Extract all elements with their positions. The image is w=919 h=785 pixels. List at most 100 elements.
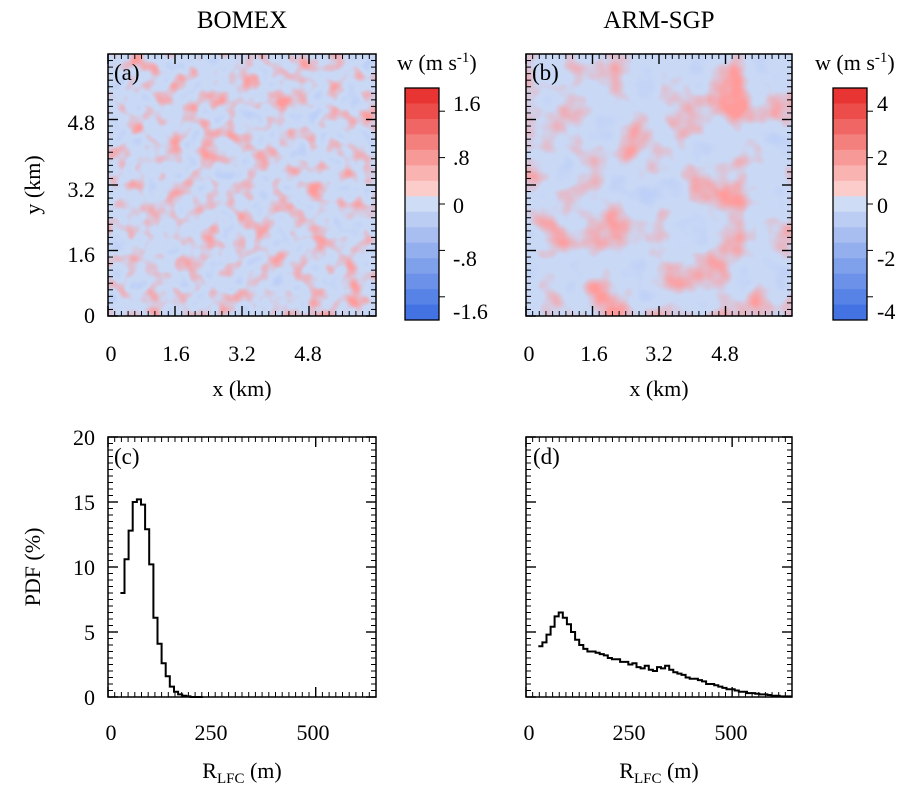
panel-d-xtick-label: 0 — [524, 720, 535, 745]
panel-b-xlabel: x (km) — [629, 376, 688, 401]
colorbar-a-tick-label: -1.6 — [453, 299, 488, 324]
heatmap-b-field — [526, 54, 792, 316]
colorbar-b-title-end: ) — [887, 50, 894, 75]
panel-d-xlabel-end: (m) — [661, 758, 698, 783]
panel-a-yticklabels: 0 1.6 3.2 4.8 — [68, 110, 96, 328]
colorbar-cell — [405, 242, 439, 259]
colorbar-b: w (m s-1) 4 2 0 -2 -4 — [815, 50, 895, 324]
panel-c-xtick-label: 250 — [195, 720, 228, 745]
panel-b-xtick-label: 4.8 — [711, 341, 739, 366]
panel-b: ARM-SGP (b) 0 1.6 3.2 4.8 x (km) — [524, 7, 793, 401]
colorbar-cell — [405, 88, 439, 104]
colorbar-cell — [405, 118, 439, 135]
colorbar-a-tick-label: -.8 — [453, 246, 477, 271]
panel-d-label: (d) — [533, 444, 560, 469]
colorbar-b-frame — [832, 87, 868, 321]
panel-c-ytick-label: 10 — [73, 555, 95, 580]
panel-a-ticks — [107, 53, 377, 317]
panel-a-xtick-label: 3.2 — [228, 341, 256, 366]
panel-d-xtick-label: 500 — [715, 720, 748, 745]
colorbar-cell — [833, 196, 867, 213]
panel-c-ylabel: PDF (%) — [20, 528, 45, 607]
panel-c-xlabel-end: (m) — [244, 758, 281, 783]
colorbar-cell — [405, 304, 439, 321]
panel-c-xlabel-main: R — [202, 758, 217, 783]
panel-c-xlabel-sub: LFC — [217, 771, 245, 785]
colorbar-cell — [405, 103, 439, 120]
colorbar-cell — [405, 227, 439, 243]
pdf-step-line-d — [538, 611, 792, 698]
colorbar-cell — [405, 289, 439, 305]
colorbar-cell — [405, 196, 439, 213]
panel-a-ytick-label: 3.2 — [68, 177, 96, 202]
colorbar-a-title-main: w (m s — [397, 50, 457, 75]
panel-a-ytick-label: 4.8 — [68, 110, 96, 135]
panel-a: BOMEX (a) 0 1.6 3.2 4.8 0 1.6 3.2 4.8 x … — [20, 7, 377, 401]
heatmap-b — [526, 54, 792, 316]
panel-d-xticklabels: 0 250 500 — [524, 720, 748, 745]
panel-b-xtick-label: 1.6 — [580, 341, 608, 366]
panel-a-xlabel: x (km) — [212, 376, 271, 401]
panel-c-ytick-label: 20 — [73, 425, 95, 450]
colorbar-cell — [833, 149, 867, 166]
colorbar-a-tick-label: 0 — [453, 193, 464, 218]
panel-b-xtick-label: 3.2 — [645, 341, 673, 366]
panel-a-ytick-label: 0 — [84, 303, 95, 328]
panel-b-ticks — [525, 53, 793, 317]
colorbar-b-tick-label: 2 — [877, 145, 888, 170]
colorbar-cell — [833, 258, 867, 274]
panel-d-frame — [525, 436, 793, 698]
colorbar-cell — [833, 289, 867, 305]
colorbar-cell — [833, 273, 867, 290]
panel-b-xtick-label: 0 — [524, 341, 535, 366]
panel-a-xtick-label: 4.8 — [294, 341, 322, 366]
panel-c: (c) 0 5 10 15 20 0 250 500 RLFC (m) PDF … — [20, 425, 377, 785]
colorbar-cell — [405, 258, 439, 274]
colorbar-a-cells — [405, 88, 445, 321]
colorbar-cell — [405, 149, 439, 166]
panel-c-frame — [107, 436, 377, 698]
panel-b-label: (b) — [532, 60, 559, 85]
colorbar-cell — [833, 211, 867, 228]
colorbar-b-title-main: w (m s — [815, 50, 875, 75]
panel-c-ytick-label: 5 — [84, 620, 95, 645]
colorbar-cell — [833, 88, 867, 104]
colorbar-b-cells — [833, 88, 873, 321]
colorbar-cell — [405, 165, 439, 182]
heatmap-a-field — [108, 54, 376, 316]
panel-a-title: BOMEX — [197, 7, 287, 34]
colorbar-b-tick-label: -4 — [877, 299, 895, 324]
colorbar-b-tick-label: -2 — [877, 246, 895, 271]
colorbar-cell — [405, 273, 439, 290]
colorbar-a-tick-label: 1.6 — [453, 91, 481, 116]
panel-a-label: (a) — [114, 60, 140, 85]
colorbar-b-title: w (m s-1) — [815, 50, 895, 75]
panel-c-xticklabels: 0 250 500 — [106, 720, 330, 745]
panel-a-xticklabels: 0 1.6 3.2 4.8 — [106, 341, 322, 366]
panel-d-xlabel-sub: LFC — [634, 771, 662, 785]
colorbar-b-tick-label: 4 — [877, 91, 888, 116]
panel-d-xlabel: RLFC (m) — [619, 758, 698, 785]
colorbar-cell — [833, 227, 867, 243]
panel-c-ticks — [107, 436, 377, 698]
pdf-step-line-c — [120, 498, 203, 698]
colorbar-cell — [833, 242, 867, 259]
colorbar-b-tick-label: 0 — [877, 193, 888, 218]
colorbar-cell — [833, 180, 867, 197]
panel-c-xtick-label: 0 — [106, 720, 117, 745]
colorbar-a-tick-label: .8 — [453, 145, 470, 170]
panel-b-title: ARM-SGP — [603, 7, 714, 34]
panel-a-xtick-label: 1.6 — [162, 341, 190, 366]
panel-d: (d) 0 250 500 RLFC (m) — [524, 436, 793, 785]
panel-c-xtick-label: 500 — [297, 720, 330, 745]
panel-b-xticklabels: 0 1.6 3.2 4.8 — [524, 341, 739, 366]
colorbar-cell — [833, 304, 867, 321]
colorbar-a-title-end: ) — [469, 50, 476, 75]
colorbar-a-title: w (m s-1) — [397, 50, 477, 75]
panel-d-xlabel-main: R — [619, 758, 634, 783]
panel-a-xtick-label: 0 — [106, 341, 117, 366]
colorbar-cell — [405, 211, 439, 228]
panel-c-yticklabels: 0 5 10 15 20 — [73, 425, 95, 710]
panel-c-ytick-label: 0 — [84, 685, 95, 710]
